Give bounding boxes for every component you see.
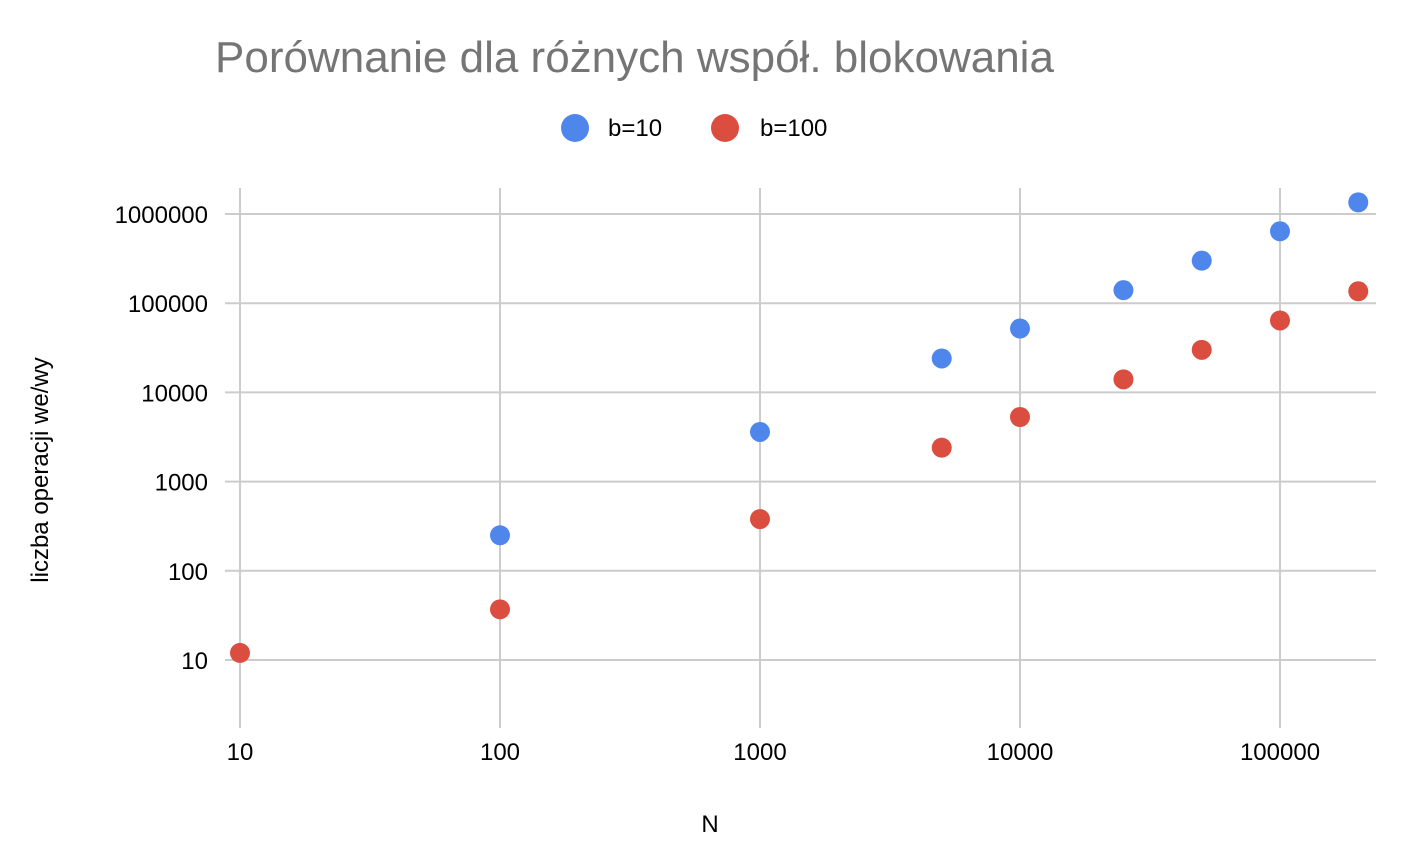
x-axis-label: N [701, 811, 718, 838]
point-b-100 [750, 509, 770, 530]
point-b-10 [931, 348, 952, 369]
legend: b=10 b=100 [561, 114, 827, 142]
x-tick-label: 100 [480, 739, 520, 766]
point-b-100 [1010, 406, 1030, 427]
y-tick-label: 100000 [128, 291, 208, 318]
x-tick-label: 1000 [733, 739, 786, 766]
x-axis-tick-labels: 10 100 1000 10000 100000 [227, 739, 1320, 766]
point-b-10 [1270, 221, 1290, 242]
point-b-100 [230, 642, 250, 663]
x-tick-label: 100000 [1240, 739, 1320, 766]
point-b-10 [490, 525, 510, 546]
point-b-100 [490, 599, 510, 620]
legend-label: b=10 [608, 115, 662, 142]
point-b-100 [1348, 281, 1369, 302]
legend-label: b=100 [760, 115, 827, 142]
y-tick-label: 10 [181, 648, 208, 675]
point-b-100 [931, 437, 952, 458]
point-b-10 [750, 421, 770, 442]
legend-marker [711, 114, 739, 142]
y-tick-label: 1000000 [115, 202, 208, 229]
y-tick-label: 1000 [155, 470, 208, 497]
point-b-100 [1113, 369, 1134, 390]
grid [225, 188, 1376, 728]
point-b-10 [1113, 280, 1134, 301]
point-b-10 [1010, 318, 1030, 339]
point-b-100 [1191, 339, 1212, 360]
legend-marker [561, 114, 589, 142]
data-points [230, 192, 1369, 663]
point-b-100 [1270, 310, 1290, 331]
point-b-10 [1191, 250, 1212, 271]
y-tick-label: 10000 [141, 380, 208, 407]
point-b-10 [1348, 192, 1369, 213]
y-tick-label: 100 [168, 559, 208, 586]
chart-title: Porównanie dla różnych współ. blokowania [215, 33, 1054, 82]
y-axis-tick-labels: 10 100 1000 10000 100000 1000000 [115, 202, 208, 675]
x-tick-label: 10000 [987, 739, 1054, 766]
x-tick-label: 10 [227, 739, 254, 766]
y-axis-label: liczba operacji we/wy [27, 357, 54, 582]
